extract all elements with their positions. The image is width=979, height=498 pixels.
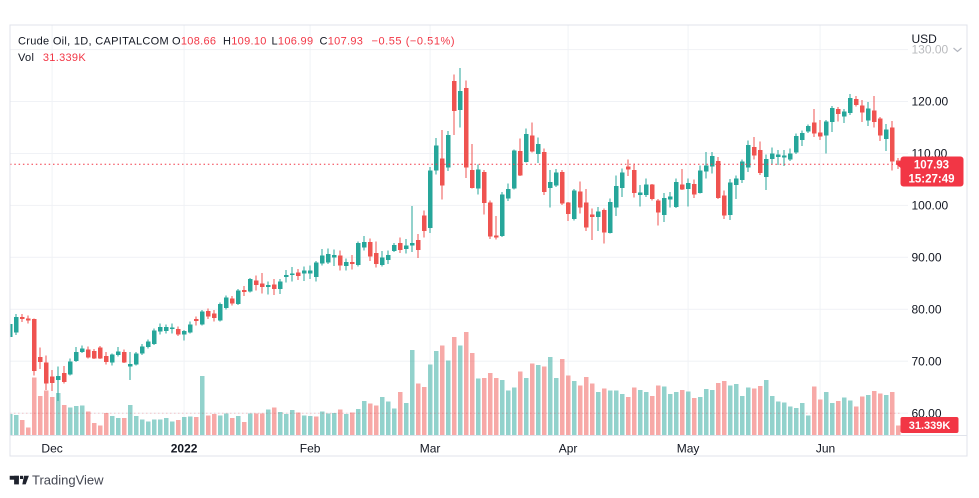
svg-text:Crude Oil, 1D, CAPITALCOM: Crude Oil, 1D, CAPITALCOM — [18, 35, 169, 47]
svg-text:130.00: 130.00 — [912, 43, 949, 57]
svg-text:60.00: 60.00 — [912, 406, 942, 420]
svg-text:2022: 2022 — [171, 442, 198, 456]
svg-text:O108.66: O108.66 — [172, 35, 216, 47]
svg-text:TradingView: TradingView — [32, 473, 104, 488]
svg-text:120.00: 120.00 — [912, 95, 949, 109]
svg-text:Vol: Vol — [18, 52, 34, 64]
svg-text:L106.99: L106.99 — [272, 35, 314, 47]
svg-text:H109.10: H109.10 — [223, 35, 267, 47]
svg-text:May: May — [677, 442, 700, 456]
svg-text:Mar: Mar — [420, 442, 441, 456]
svg-text:100.00: 100.00 — [912, 199, 949, 213]
svg-text:USD: USD — [912, 32, 938, 46]
svg-text:Feb: Feb — [300, 442, 321, 456]
svg-text:Dec: Dec — [41, 442, 62, 456]
svg-text:Jun: Jun — [816, 442, 835, 456]
svg-text:90.00: 90.00 — [912, 250, 942, 264]
svg-text:31.339K: 31.339K — [43, 52, 86, 64]
svg-text:70.00: 70.00 — [912, 354, 942, 368]
svg-text:107.93: 107.93 — [914, 159, 949, 171]
svg-text:−0.55 (−0.51%): −0.55 (−0.51%) — [372, 35, 456, 47]
svg-text:15:27:49: 15:27:49 — [908, 173, 954, 185]
svg-text:80.00: 80.00 — [912, 302, 942, 316]
svg-text:C107.93: C107.93 — [320, 35, 364, 47]
svg-text:31.339K: 31.339K — [909, 420, 951, 432]
svg-text:Apr: Apr — [559, 442, 578, 456]
